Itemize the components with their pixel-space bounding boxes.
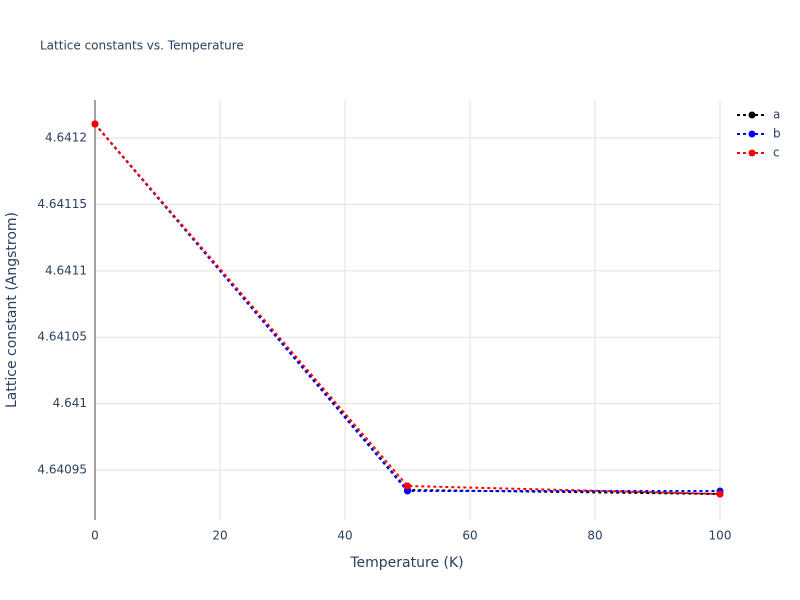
x-tick-label: 100	[709, 529, 732, 543]
data-point	[91, 120, 99, 128]
legend-marker	[748, 111, 756, 119]
x-tick-label: 60	[462, 529, 477, 543]
x-tick-label: 80	[587, 529, 602, 543]
legend-label: c	[773, 146, 780, 160]
legend-marker	[748, 130, 756, 138]
y-tick-label: 4.64105	[37, 330, 87, 344]
legend-label: b	[773, 127, 781, 141]
x-axis-title: Temperature (K)	[349, 555, 463, 571]
series-line	[94, 123, 721, 495]
y-tick-label: 4.641	[53, 396, 87, 410]
x-tick-label: 0	[91, 529, 99, 543]
data-point	[404, 482, 411, 490]
y-tick-label: 4.6411	[45, 263, 87, 277]
y-axis-title: Lattice constant (Angstrom)	[4, 212, 20, 408]
y-tick-label: 4.64115	[37, 197, 87, 211]
x-tick-label: 20	[212, 529, 227, 543]
legend-marker	[748, 149, 756, 157]
chart-title: Lattice constants vs. Temperature	[40, 39, 244, 53]
x-tick-label: 40	[337, 529, 352, 543]
series-line	[94, 123, 720, 493]
legend-label: a	[773, 108, 780, 122]
data-point	[404, 487, 411, 495]
data-point	[716, 490, 724, 498]
y-tick-label: 4.6412	[45, 130, 87, 144]
y-tick-label: 4.64095	[37, 463, 87, 477]
series-line	[94, 123, 721, 495]
